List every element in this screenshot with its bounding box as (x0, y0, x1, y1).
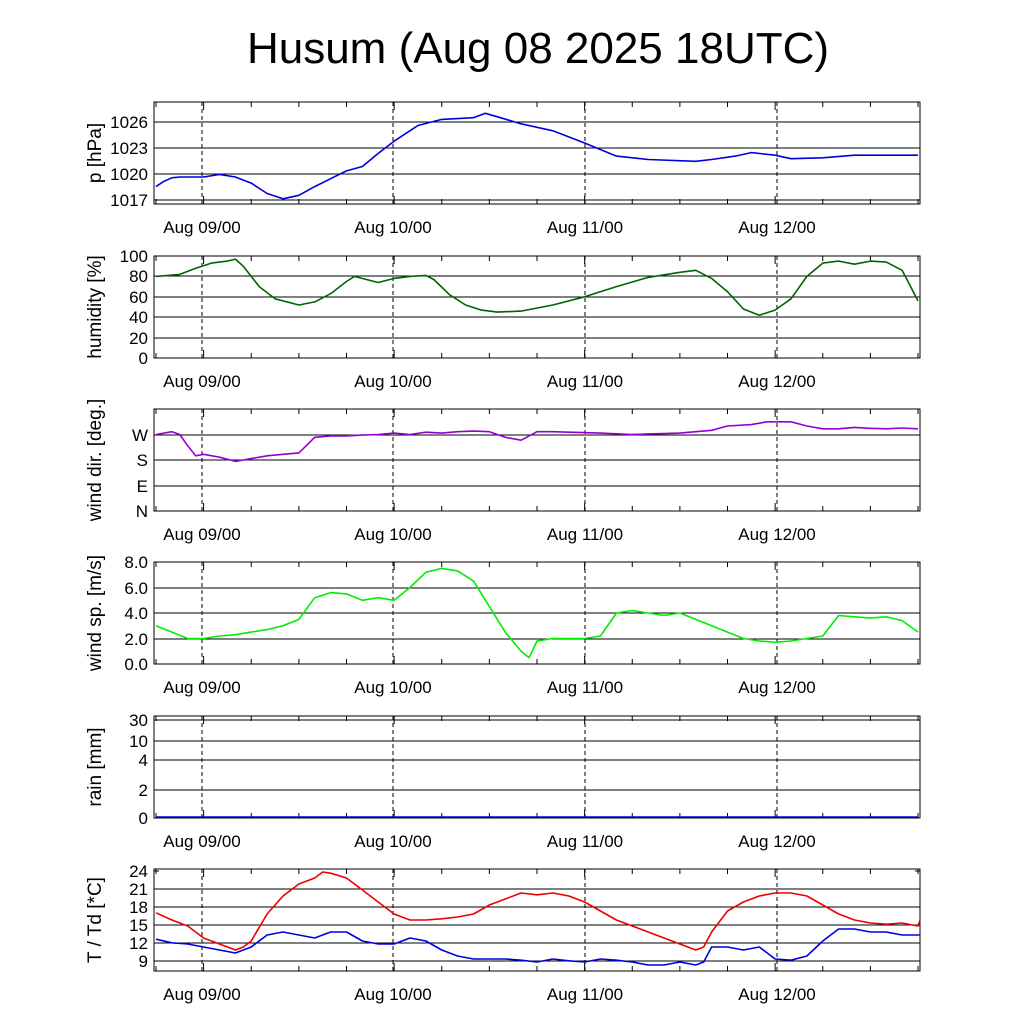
x-tick-label: Aug 12/00 (738, 525, 816, 544)
y-tick-label: 20 (129, 329, 148, 348)
x-tick-label: Aug 10/00 (354, 985, 432, 1004)
y-tick-label: W (132, 426, 148, 445)
y-tick-label: 1017 (110, 191, 148, 210)
x-tick-label: Aug 12/00 (738, 985, 816, 1004)
plot-frame (153, 868, 921, 972)
x-tick-label: Aug 11/00 (547, 985, 623, 1004)
y-tick-label: E (137, 477, 148, 496)
y-tick-label: 1020 (110, 165, 148, 184)
y-tick-label: 21 (129, 880, 148, 899)
x-tick-label: Aug 10/00 (354, 218, 432, 237)
chart-title: Husum (Aug 08 2025 18UTC) (246, 24, 830, 73)
y-tick-label: 10 (129, 732, 148, 751)
y-axis-label: wind sp. [m/s] (85, 555, 106, 672)
y-tick-label: S (137, 451, 148, 470)
x-tick-label: Aug 10/00 (354, 525, 432, 544)
series-line (155, 928, 920, 966)
y-tick-label: 80 (129, 267, 148, 286)
x-tick-label: Aug 11/00 (547, 832, 623, 851)
y-tick-label: 18 (129, 898, 148, 917)
y-tick-label: 2.0 (124, 630, 148, 649)
y-tick-label: 6.0 (124, 579, 148, 598)
x-tick-label: Aug 12/00 (738, 372, 816, 391)
y-tick-label: 4 (139, 751, 148, 770)
y-tick-label: 100 (120, 247, 148, 266)
x-tick-label: Aug 10/00 (354, 372, 432, 391)
y-tick-label: 30 (129, 711, 148, 730)
y-tick-label: 60 (129, 288, 148, 307)
series-line (155, 258, 919, 317)
x-tick-label: Aug 11/00 (547, 525, 623, 544)
plot-frame (153, 255, 921, 359)
plot-frame (153, 101, 921, 205)
plot-frame (153, 715, 921, 819)
y-tick-label: 8.0 (124, 553, 148, 572)
series-line (155, 112, 918, 200)
y-tick-label: 12 (129, 934, 148, 953)
x-tick-label: Aug 09/00 (163, 372, 241, 391)
y-axis-label: T / Td [*C] (85, 877, 106, 963)
x-tick-label: Aug 11/00 (547, 678, 623, 697)
y-tick-label: 1026 (110, 113, 148, 132)
y-tick-label: N (136, 502, 148, 521)
x-tick-label: Aug 09/00 (163, 525, 241, 544)
x-tick-label: Aug 09/00 (163, 218, 241, 237)
y-tick-label: 0 (139, 809, 148, 828)
series-line (155, 871, 921, 951)
x-tick-label: Aug 10/00 (354, 678, 432, 697)
y-tick-label: 0 (139, 349, 148, 368)
y-tick-label: 4.0 (124, 604, 148, 623)
x-tick-label: Aug 09/00 (163, 832, 241, 851)
y-tick-label: 2 (139, 781, 148, 800)
y-axis-label: p [hPa] (85, 123, 106, 183)
x-tick-label: Aug 12/00 (738, 832, 816, 851)
x-tick-label: Aug 09/00 (163, 678, 241, 697)
y-tick-label: 15 (129, 916, 148, 935)
y-tick-label: 9 (139, 952, 148, 971)
x-tick-label: Aug 12/00 (738, 678, 816, 697)
y-axis-label: rain [mm] (85, 727, 106, 806)
y-axis-label: wind dir. [deg.] (85, 399, 106, 523)
x-tick-label: Aug 12/00 (738, 218, 816, 237)
x-tick-label: Aug 10/00 (354, 832, 432, 851)
panel-3: 0.0 2.0 4.0 6.0 8.0 wind sp. [m/s] Aug 09/00 Au… (85, 553, 921, 697)
x-tick-label: Aug 09/00 (163, 985, 241, 1004)
x-tick-label: Aug 11/00 (547, 218, 623, 237)
series-line (155, 420, 919, 463)
y-axis-label: humidity [%] (85, 255, 106, 358)
series-line (155, 567, 919, 659)
y-tick-label: 24 (129, 862, 148, 881)
y-tick-label: 0.0 (124, 655, 148, 674)
y-tick-label: 40 (129, 308, 148, 327)
panel-4: 0 2 410 30 rain [mm] Aug 09/00 Aug 10/00 Aug 11… (85, 711, 921, 851)
y-tick-label: 1023 (110, 139, 148, 158)
x-tick-label: Aug 11/00 (547, 372, 623, 391)
